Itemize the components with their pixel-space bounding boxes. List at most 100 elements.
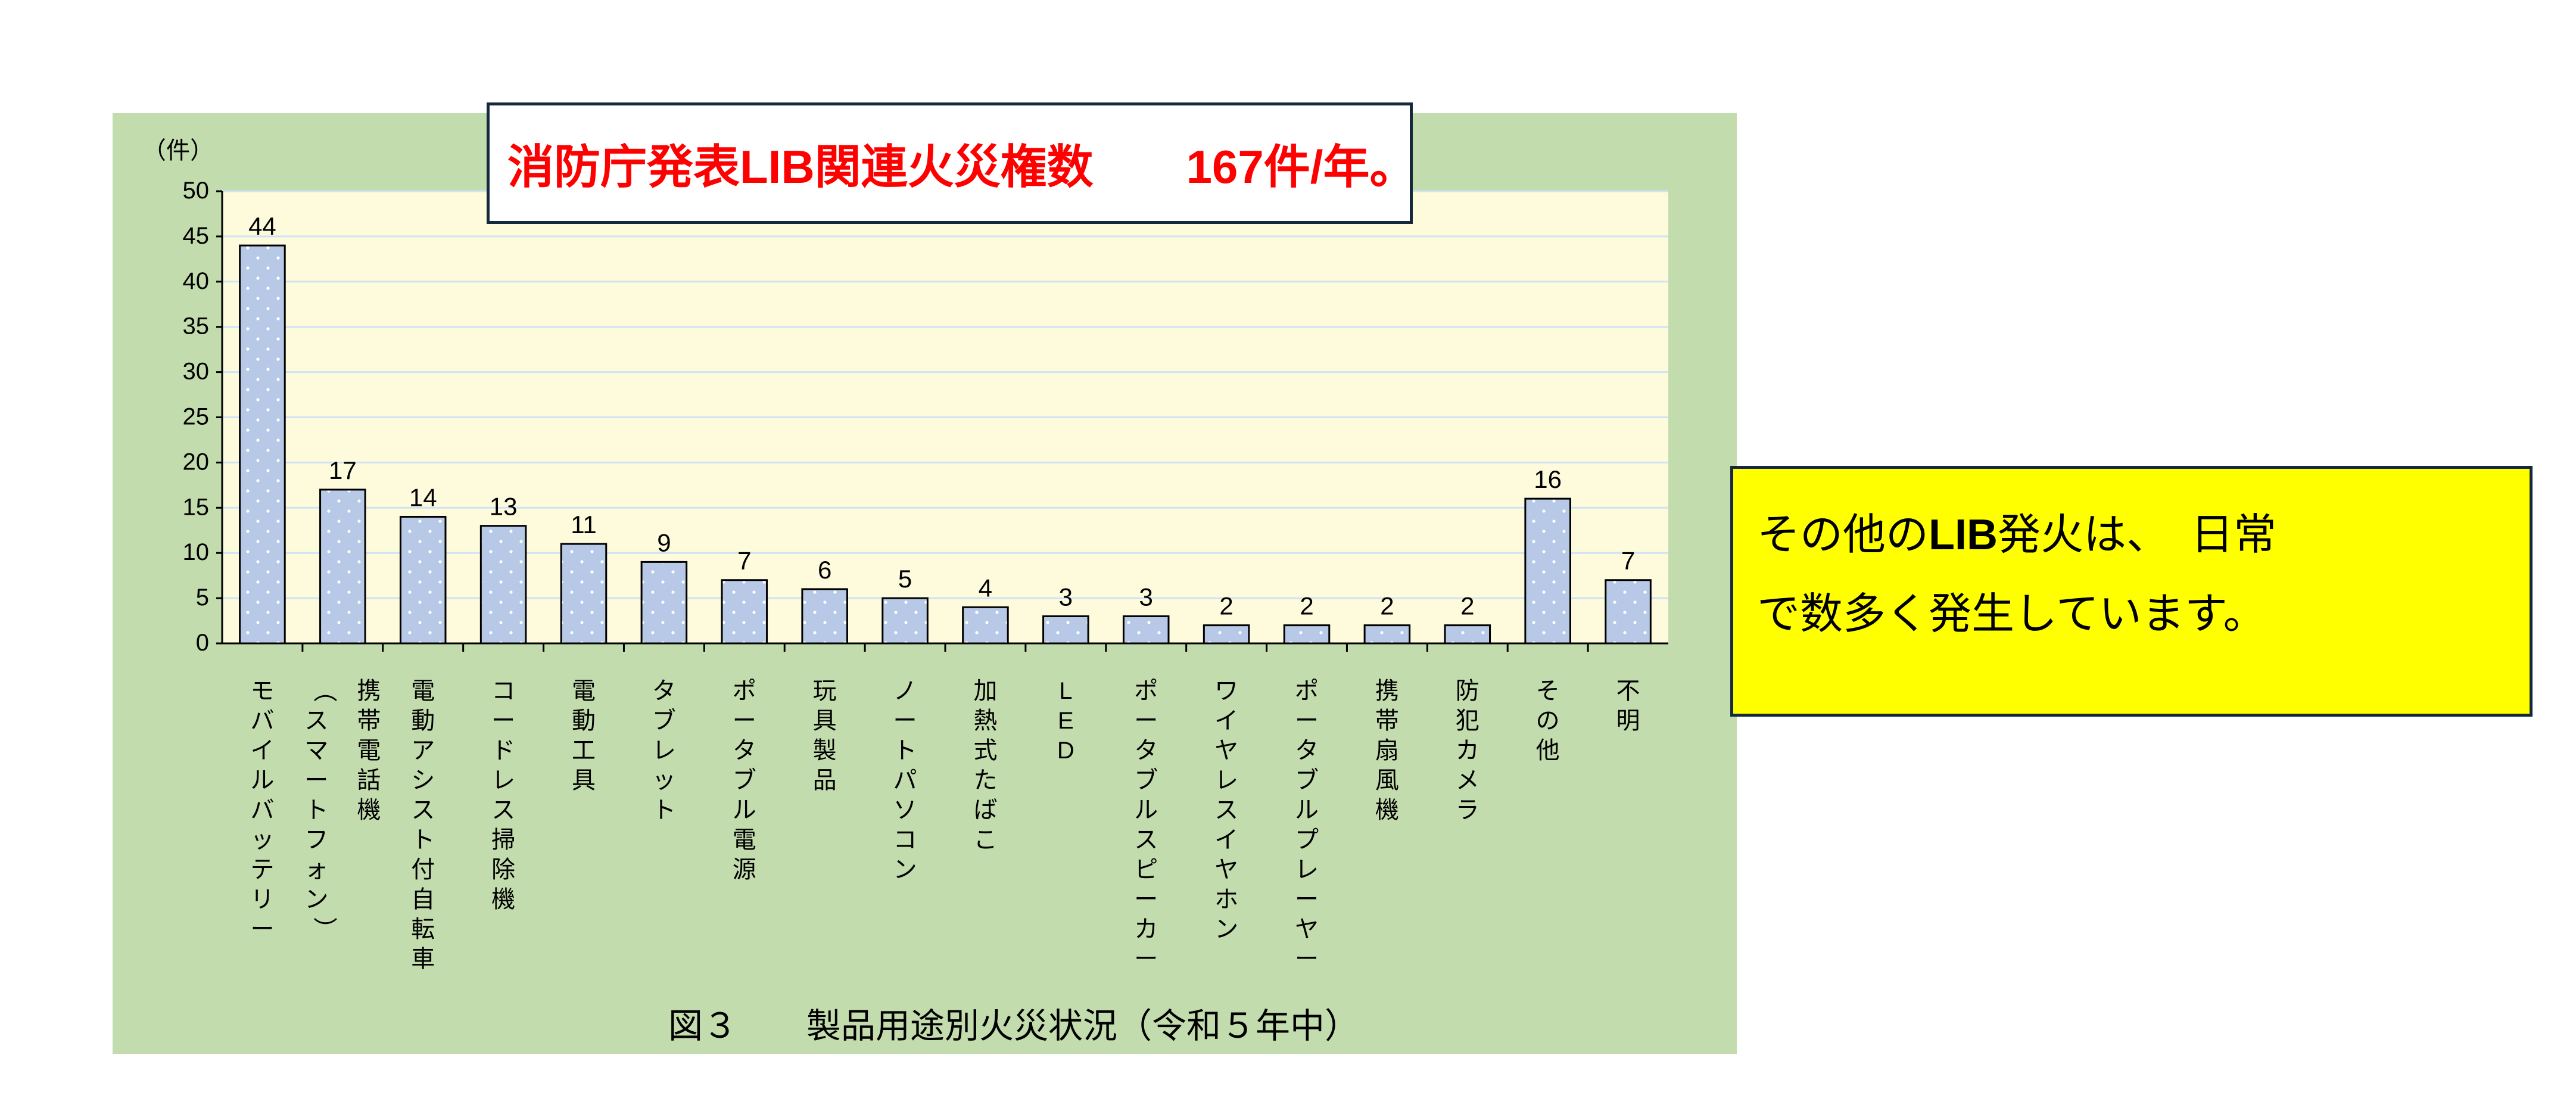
svg-text:45: 45 — [183, 223, 210, 249]
svg-text:7: 7 — [1621, 547, 1635, 575]
svg-text:（: （ — [311, 679, 337, 702]
svg-text:ポ: ポ — [733, 678, 756, 704]
svg-text:ブ: ブ — [652, 708, 676, 734]
svg-text:2: 2 — [1300, 592, 1313, 620]
svg-text:ル: ル — [1134, 797, 1158, 823]
svg-text:機: 機 — [357, 797, 381, 823]
svg-text:ア: ア — [411, 738, 435, 764]
svg-text:コ: コ — [893, 827, 917, 853]
svg-text:3: 3 — [1139, 583, 1153, 611]
svg-text:ッ: ッ — [652, 767, 676, 794]
svg-text:ト: ト — [893, 738, 917, 764]
svg-text:ー: ー — [893, 708, 917, 734]
svg-text:レ: レ — [652, 738, 676, 764]
svg-text:ブ: ブ — [1134, 767, 1158, 794]
svg-text:（件）: （件） — [142, 138, 214, 164]
svg-text:玩: 玩 — [813, 678, 837, 704]
svg-text:製: 製 — [813, 738, 837, 764]
svg-text:イ: イ — [250, 738, 274, 764]
svg-text:リ: リ — [250, 886, 274, 913]
svg-text:レ: レ — [1295, 857, 1319, 883]
svg-text:ヤ: ヤ — [1214, 857, 1238, 883]
svg-text:35: 35 — [183, 313, 210, 340]
svg-text:携: 携 — [357, 678, 381, 704]
svg-text:イ: イ — [1214, 827, 1238, 853]
svg-text:40: 40 — [183, 268, 210, 294]
svg-text:バ: バ — [250, 708, 274, 734]
svg-text:ー: ー — [733, 708, 756, 734]
svg-text:ス: ス — [491, 797, 515, 823]
svg-text:車: 車 — [411, 946, 435, 972]
svg-text:犯: 犯 — [1456, 708, 1479, 734]
svg-text:13: 13 — [490, 493, 518, 521]
svg-text:風: 風 — [1375, 767, 1399, 794]
svg-text:具: 具 — [813, 708, 837, 734]
svg-text:ン: ン — [1214, 916, 1238, 942]
svg-text:6: 6 — [818, 556, 831, 584]
svg-text:除: 除 — [491, 857, 515, 883]
svg-text:付: 付 — [411, 857, 435, 883]
svg-text:防: 防 — [1456, 678, 1479, 704]
svg-text:ー: ー — [1295, 708, 1319, 734]
svg-text:ブ: ブ — [733, 767, 756, 794]
svg-text:明: 明 — [1616, 708, 1640, 734]
svg-text:ン: ン — [893, 857, 917, 883]
svg-text:フ: フ — [304, 827, 328, 853]
svg-text:動: 動 — [572, 708, 596, 734]
svg-text:自: 自 — [411, 886, 435, 913]
svg-text:シ: シ — [411, 767, 435, 794]
svg-text:ー: ー — [250, 916, 274, 942]
svg-text:の: の — [1536, 708, 1560, 734]
svg-text:2: 2 — [1460, 592, 1474, 620]
svg-text:ホ: ホ — [1214, 886, 1238, 913]
svg-text:14: 14 — [409, 483, 437, 511]
svg-text:電: 電 — [572, 678, 596, 704]
svg-text:帯: 帯 — [1375, 708, 1399, 734]
svg-text:ル: ル — [1295, 797, 1319, 823]
svg-text:ピ: ピ — [1134, 857, 1158, 883]
svg-text:ー: ー — [304, 767, 328, 794]
svg-text:式: 式 — [973, 738, 997, 764]
svg-text:メ: メ — [1456, 767, 1479, 794]
svg-text:2: 2 — [1219, 592, 1233, 620]
svg-text:扇: 扇 — [1375, 738, 1399, 764]
svg-text:転: 転 — [411, 916, 435, 942]
svg-text:カ: カ — [1456, 738, 1479, 764]
svg-text:テ: テ — [250, 857, 274, 883]
svg-text:イ: イ — [1214, 708, 1238, 734]
svg-text:掃: 掃 — [491, 827, 515, 853]
svg-text:ス: ス — [304, 708, 328, 734]
svg-text:ノ: ノ — [893, 678, 917, 704]
svg-text:源: 源 — [733, 857, 756, 883]
svg-text:電: 電 — [733, 827, 756, 853]
svg-text:タ: タ — [1134, 738, 1158, 764]
svg-text:ラ: ラ — [1456, 797, 1479, 823]
svg-text:ソ: ソ — [893, 797, 917, 823]
svg-text:ッ: ッ — [250, 827, 274, 853]
svg-text:ォ: ォ — [304, 857, 328, 883]
svg-text:た: た — [973, 767, 997, 794]
svg-text:ポ: ポ — [1134, 678, 1158, 704]
svg-text:パ: パ — [893, 767, 917, 794]
svg-text:L: L — [1059, 678, 1072, 704]
svg-text:ー: ー — [1134, 946, 1158, 972]
svg-text:D: D — [1057, 738, 1074, 764]
svg-text:ル: ル — [250, 767, 274, 794]
svg-text:タ: タ — [733, 738, 756, 764]
svg-text:4: 4 — [979, 574, 992, 602]
svg-text:30: 30 — [183, 359, 210, 385]
svg-text:15: 15 — [183, 494, 210, 520]
svg-text:ル: ル — [733, 797, 756, 823]
svg-text:ば: ば — [973, 797, 997, 823]
svg-text:0: 0 — [196, 630, 209, 656]
svg-text:2: 2 — [1380, 592, 1394, 620]
svg-text:不: 不 — [1616, 678, 1640, 704]
svg-text:コ: コ — [491, 678, 515, 704]
svg-text:レ: レ — [1214, 767, 1238, 794]
svg-text:話: 話 — [357, 767, 381, 794]
svg-text:ポ: ポ — [1295, 678, 1319, 704]
svg-text:帯: 帯 — [357, 708, 381, 734]
svg-text:9: 9 — [657, 528, 671, 556]
svg-text:ス: ス — [411, 797, 435, 823]
svg-text:ー: ー — [491, 708, 515, 734]
